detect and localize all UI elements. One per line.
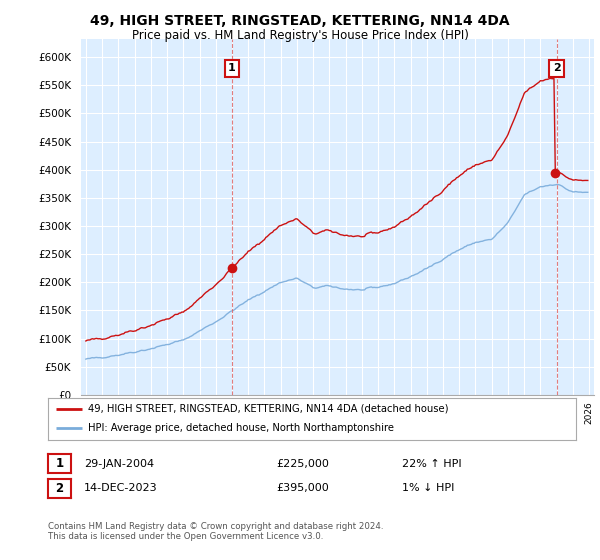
Text: 1: 1 [55, 457, 64, 470]
Text: Price paid vs. HM Land Registry's House Price Index (HPI): Price paid vs. HM Land Registry's House … [131, 29, 469, 42]
Text: 2: 2 [55, 482, 64, 495]
Text: 22% ↑ HPI: 22% ↑ HPI [402, 459, 461, 469]
Text: 1% ↓ HPI: 1% ↓ HPI [402, 483, 454, 493]
Text: HPI: Average price, detached house, North Northamptonshire: HPI: Average price, detached house, Nort… [88, 423, 394, 433]
Text: £395,000: £395,000 [276, 483, 329, 493]
Text: 2: 2 [553, 63, 560, 73]
Text: 49, HIGH STREET, RINGSTEAD, KETTERING, NN14 4DA: 49, HIGH STREET, RINGSTEAD, KETTERING, N… [90, 14, 510, 28]
Text: 49, HIGH STREET, RINGSTEAD, KETTERING, NN14 4DA (detached house): 49, HIGH STREET, RINGSTEAD, KETTERING, N… [88, 404, 448, 414]
Text: Contains HM Land Registry data © Crown copyright and database right 2024.
This d: Contains HM Land Registry data © Crown c… [48, 522, 383, 542]
Text: 14-DEC-2023: 14-DEC-2023 [84, 483, 158, 493]
Text: £225,000: £225,000 [276, 459, 329, 469]
Text: 1: 1 [228, 63, 236, 73]
Text: 29-JAN-2004: 29-JAN-2004 [84, 459, 154, 469]
